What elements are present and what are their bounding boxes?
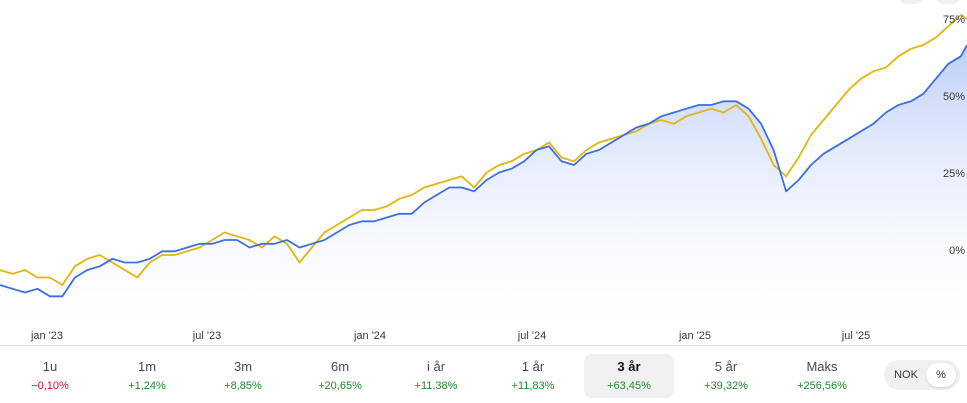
period-return: +11,83% [511, 380, 555, 392]
period-label: 1m [137, 359, 157, 374]
period-button-1y[interactable]: 1 år +11,83% [488, 354, 578, 398]
period-label: 5 år [714, 359, 738, 374]
period-return: +8,85% [224, 380, 262, 392]
period-label: Maks [806, 359, 838, 374]
period-button-max[interactable]: Maks +256,56% [777, 354, 867, 398]
corner-control-right[interactable] [935, 0, 961, 4]
period-label: 3m [233, 359, 253, 374]
period-selector: 1u −0,10% 1m +1,24% 3m +8,85% 6m +20,65%… [0, 345, 967, 403]
x-tick-label: jul '24 [517, 330, 547, 342]
y-tick-label: 0% [949, 245, 965, 257]
period-return: +11,38% [414, 380, 458, 392]
x-tick-label: jul '23 [192, 330, 222, 342]
corner-control-left[interactable] [898, 0, 924, 4]
toggle-percent[interactable]: % [926, 363, 956, 387]
y-tick-label: 50% [942, 91, 965, 103]
period-button-1u[interactable]: 1u −0,10% [5, 354, 95, 398]
period-label: 3 år [617, 359, 641, 374]
y-tick-label: 75% [942, 14, 965, 26]
period-return: +39,32% [704, 380, 748, 392]
series-area-0 [0, 45, 967, 345]
period-button-3m[interactable]: 3m +8,85% [198, 354, 288, 398]
x-tick-label: jan '25 [678, 330, 712, 342]
period-return: +1,24% [128, 380, 166, 392]
toggle-nok[interactable]: NOK [894, 369, 918, 381]
unit-toggle: NOK % [884, 360, 960, 390]
period-return: +63,45% [607, 380, 651, 392]
period-button-ytd[interactable]: i år +11,38% [391, 354, 481, 398]
period-label: 1 år [521, 359, 545, 374]
period-button-3y[interactable]: 3 år +63,45% [584, 354, 674, 398]
period-return: −0,10% [31, 380, 69, 392]
series-line-1 [0, 14, 967, 286]
period-label: 6m [330, 359, 350, 374]
period-button-6m[interactable]: 6m +20,65% [295, 354, 385, 398]
x-tick-label: jul '25 [841, 330, 871, 342]
x-tick-label: jan '23 [30, 330, 64, 342]
series-line-0 [0, 44, 967, 298]
period-button-5y[interactable]: 5 år +39,32% [681, 354, 771, 398]
period-return: +256,56% [797, 380, 847, 392]
chart-plot [0, 14, 967, 345]
price-chart: 75% 50% 25% 0% jan '23 jul '23 jan '24 j… [0, 0, 967, 345]
period-label: i år [426, 359, 446, 374]
period-label: 1u [42, 359, 58, 374]
period-button-1m[interactable]: 1m +1,24% [102, 354, 192, 398]
y-tick-label: 25% [942, 168, 965, 180]
period-return: +20,65% [318, 380, 362, 392]
x-tick-label: jan '24 [353, 330, 387, 342]
